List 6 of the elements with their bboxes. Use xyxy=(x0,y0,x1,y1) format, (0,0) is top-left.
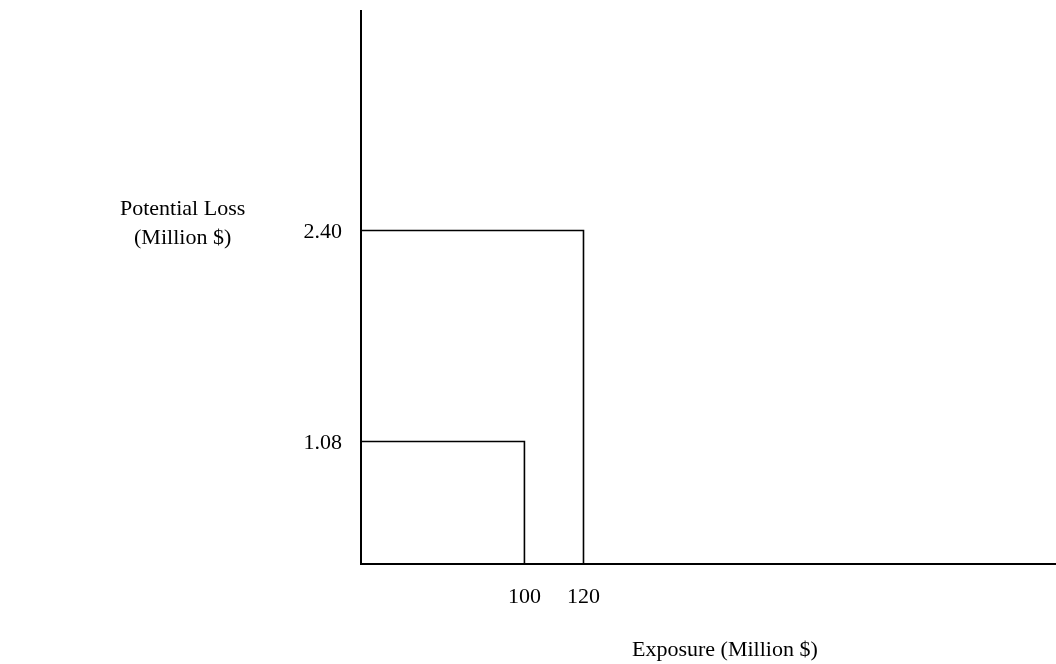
y-tick-label: 2.40 xyxy=(303,218,342,244)
x-axis-title: Exposure (Million $) xyxy=(632,636,818,661)
x-tick-label: 100 xyxy=(507,583,541,608)
x-tick-label: 120 xyxy=(566,583,600,608)
y-axis-title: Potential Loss (Million $) xyxy=(120,195,246,249)
y-tick-label: 1.08 xyxy=(303,429,342,455)
